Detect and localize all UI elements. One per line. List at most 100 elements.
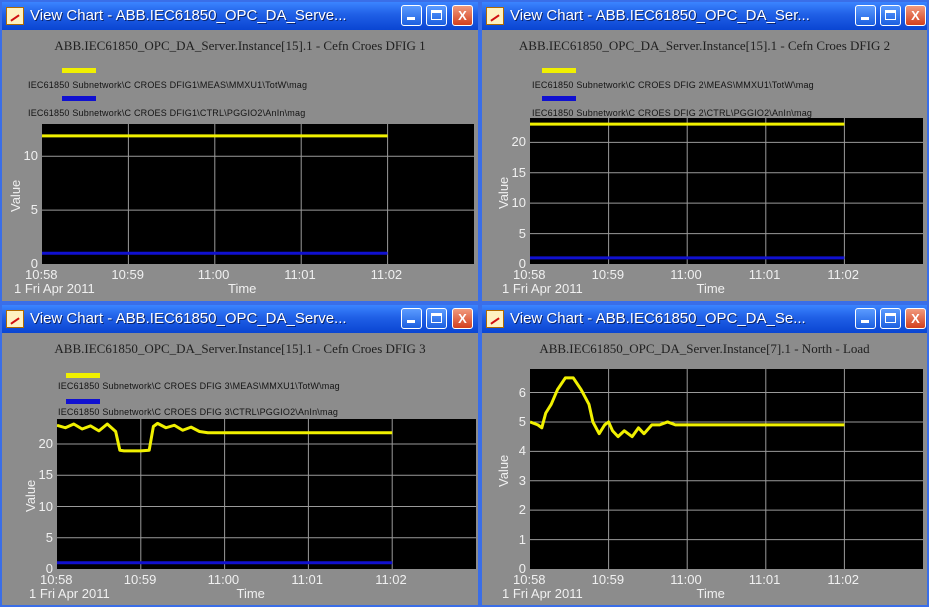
x-tick-label: 11:02 [827, 267, 859, 282]
x-tick-label: 11:02 [370, 267, 403, 282]
x-tick-label: 11:02 [375, 572, 407, 587]
x-tick-label: 11:01 [291, 572, 323, 587]
y-tick-label: 10 [23, 148, 38, 164]
y-tick-label: 5 [518, 225, 526, 241]
chart-window-3[interactable]: View Chart - ABB.IEC61850_OPC_DA_Serve..… [0, 303, 480, 607]
minimize-icon [861, 320, 869, 323]
date-label: 1 Fri Apr 2011 [502, 281, 583, 296]
x-tick-label: 11:00 [197, 267, 230, 282]
x-tick-label: 10:59 [591, 572, 625, 587]
close-button[interactable]: X [452, 308, 473, 329]
x-axis-label: Time [696, 586, 725, 601]
minimize-button[interactable] [855, 5, 876, 26]
minimize-button[interactable] [401, 308, 422, 329]
chart-title: ABB.IEC61850_OPC_DA_Server.Instance[15].… [54, 341, 426, 356]
window-title-bar[interactable]: View Chart - ABB.IEC61850_OPC_DA_Serve..… [2, 2, 478, 30]
close-button[interactable]: X [452, 5, 473, 26]
x-tick-label: 11:01 [748, 267, 781, 282]
x-tick-label: 10:58 [40, 572, 73, 587]
series-line-1 [57, 421, 393, 453]
y-tick-label: 0 [30, 256, 38, 271]
chart-title: ABB.IEC61850_OPC_DA_Server.Instance[15].… [54, 38, 426, 53]
y-tick-label: 10 [38, 498, 53, 514]
chart-app-icon [6, 310, 24, 328]
y-tick-label: 0 [45, 561, 53, 576]
plot-area[interactable] [530, 118, 923, 264]
window-title: View Chart - ABB.IEC61850_OPC_DA_Serve..… [30, 7, 347, 24]
window-title-bar[interactable]: View Chart - ABB.IEC61850_OPC_DA_Se... X [482, 305, 927, 333]
maximize-button[interactable] [426, 5, 447, 26]
minimize-button[interactable] [855, 308, 876, 329]
minimize-button[interactable] [401, 5, 422, 26]
plot-area[interactable] [42, 124, 474, 264]
legend-label: IEC61850 Subnetwork\C CROES DFIG 3\MEAS\… [58, 381, 340, 391]
x-tick-label: 10:59 [591, 267, 625, 282]
x-tick-label: 10:58 [25, 267, 58, 282]
chart-app-icon [486, 310, 504, 328]
window-title: View Chart - ABB.IEC61850_OPC_DA_Ser... [510, 7, 810, 24]
y-axis-label: Value [23, 479, 38, 512]
date-label: 1 Fri Apr 2011 [29, 586, 110, 601]
legend-swatch-blue [542, 96, 576, 101]
chart-svg [530, 118, 923, 264]
x-tick-label: 11:00 [670, 572, 702, 587]
x-tick-label: 10:58 [513, 572, 546, 587]
minimize-icon [861, 17, 869, 20]
close-button[interactable]: X [905, 308, 926, 329]
series-line-1 [530, 376, 845, 439]
legend-swatch-yellow [66, 373, 100, 378]
maximize-button[interactable] [880, 5, 901, 26]
y-tick-label: 6 [518, 384, 526, 400]
chart-title: ABB.IEC61850_OPC_DA_Server.Instance[7].1… [539, 341, 870, 356]
maximize-icon [885, 10, 896, 20]
maximize-button[interactable] [426, 308, 447, 329]
x-tick-label: 10:58 [513, 267, 546, 282]
y-tick-label: 4 [518, 443, 526, 459]
chart-window-1[interactable]: View Chart - ABB.IEC61850_OPC_DA_Serve..… [0, 0, 480, 303]
y-tick-label: 10 [511, 195, 526, 211]
chart-app-icon [6, 7, 24, 25]
y-tick-label: 15 [38, 467, 53, 483]
y-tick-label: 3 [518, 472, 526, 488]
y-tick-label: 15 [511, 164, 526, 180]
plot-area[interactable] [530, 369, 923, 569]
y-tick-label: 5 [30, 202, 38, 218]
y-tick-label: 1 [518, 531, 526, 547]
legend-label: IEC61850 Subnetwork\C CROES DFIG 3\CTRL\… [58, 407, 339, 417]
x-tick-label: 11:02 [827, 572, 859, 587]
date-label: 1 Fri Apr 2011 [502, 586, 583, 601]
legend-swatch-blue [62, 96, 96, 101]
y-tick-label: 5 [518, 413, 526, 429]
x-tick-label: 11:01 [748, 572, 781, 587]
chart-svg [42, 124, 474, 264]
minimize-icon [407, 17, 415, 20]
y-tick-label: 20 [38, 436, 53, 451]
maximize-icon [431, 313, 442, 323]
window-title-bar[interactable]: View Chart - ABB.IEC61850_OPC_DA_Serve..… [2, 305, 478, 333]
y-axis-label: Value [8, 179, 23, 212]
x-tick-label: 11:00 [207, 572, 240, 587]
y-axis-label: Value [496, 176, 511, 209]
x-axis-label: Time [236, 586, 265, 601]
chart-svg [530, 369, 923, 569]
minimize-icon [407, 320, 415, 323]
y-tick-label: 2 [518, 502, 526, 518]
chart-window-4[interactable]: View Chart - ABB.IEC61850_OPC_DA_Se... X… [480, 303, 929, 607]
x-tick-label: 10:59 [111, 267, 144, 282]
x-axis-label: Time [696, 281, 725, 296]
window-title-bar[interactable]: View Chart - ABB.IEC61850_OPC_DA_Ser... … [482, 2, 927, 30]
close-button[interactable]: X [905, 5, 926, 26]
chart-svg [57, 419, 476, 569]
legend-label: IEC61850 Subnetwork\C CROES DFIG 2\MEAS\… [532, 80, 814, 90]
window-title: View Chart - ABB.IEC61850_OPC_DA_Se... [510, 310, 806, 327]
plot-area[interactable] [57, 419, 476, 569]
maximize-button[interactable] [880, 308, 901, 329]
maximize-icon [431, 10, 442, 20]
y-tick-label: 20 [511, 134, 526, 150]
chart-title: ABB.IEC61850_OPC_DA_Server.Instance[15].… [518, 38, 891, 53]
chart-window-2[interactable]: View Chart - ABB.IEC61850_OPC_DA_Ser... … [480, 0, 929, 303]
legend-swatch-yellow [542, 68, 576, 73]
legend-label: IEC61850 Subnetwork\C CROES DFIG1\CTRL\P… [28, 108, 306, 118]
legend-label: IEC61850 Subnetwork\C CROES DFIG 2\CTRL\… [532, 108, 813, 118]
y-tick-label: 5 [45, 529, 53, 545]
